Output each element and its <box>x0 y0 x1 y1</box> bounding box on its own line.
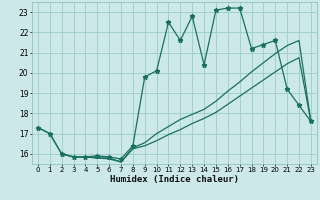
X-axis label: Humidex (Indice chaleur): Humidex (Indice chaleur) <box>110 175 239 184</box>
